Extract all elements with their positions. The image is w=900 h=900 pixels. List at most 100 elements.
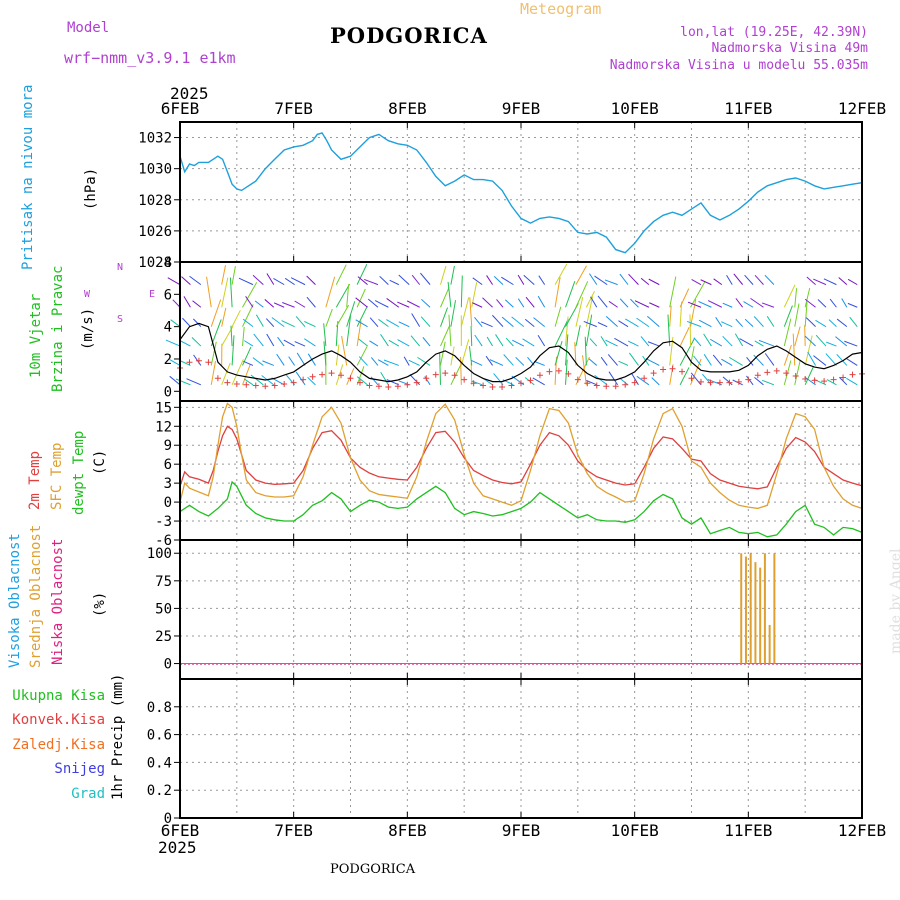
y-tick-label: 0 xyxy=(164,384,172,400)
wind-gust-marker xyxy=(849,371,856,378)
wind-barb xyxy=(600,336,608,347)
wind-barb xyxy=(440,265,447,285)
wind-barb xyxy=(191,337,202,347)
wind-barb xyxy=(734,333,744,347)
wind-barb xyxy=(231,359,244,386)
wind-barb xyxy=(242,304,254,327)
y-tick-label: 0 xyxy=(164,657,172,673)
wind-gust-marker xyxy=(641,375,648,382)
wind-gust-marker xyxy=(669,365,676,372)
wind-barb xyxy=(703,333,712,347)
wind-barb xyxy=(619,377,629,386)
wind-barb xyxy=(482,297,493,308)
wind-barb xyxy=(493,373,504,386)
wind-barb xyxy=(323,323,327,347)
y-tick-label: 75 xyxy=(155,574,172,590)
wind-barb xyxy=(733,273,744,285)
wind-barb xyxy=(715,317,723,327)
wind-barb xyxy=(817,299,827,308)
wind-gust-marker xyxy=(290,379,297,386)
wind-barb xyxy=(242,326,245,347)
wind-barb xyxy=(766,316,775,327)
wind-gust-marker xyxy=(404,381,411,388)
wind-barb xyxy=(594,374,608,386)
wind-barb xyxy=(168,358,181,366)
x-tick-label-bottom: 9FEB xyxy=(502,821,541,840)
model-elevation-label: Nadmorska Visina u modelu 55.035m xyxy=(609,58,868,73)
wind-barb xyxy=(712,354,723,366)
wind-barb xyxy=(480,321,493,328)
wind-gust-marker xyxy=(764,369,771,376)
wind-barb xyxy=(335,344,340,366)
wind-barb xyxy=(182,317,191,327)
wind-barb xyxy=(169,375,181,386)
wind-barb xyxy=(231,266,236,285)
wind-barb xyxy=(722,335,733,347)
wind-barb xyxy=(193,354,202,366)
wind-gust-marker xyxy=(773,367,780,374)
wind-barb xyxy=(835,336,848,347)
x-tick-label-bottom: 11FEB xyxy=(724,821,772,840)
x-tick-label-top: 10FEB xyxy=(611,99,659,118)
wind-barb xyxy=(565,281,576,308)
wind-barb xyxy=(512,339,525,347)
wind-barb xyxy=(341,335,348,366)
wind-gust-marker xyxy=(499,383,506,390)
wind-barb xyxy=(669,305,672,327)
y-tick-label: 2 xyxy=(164,352,172,368)
wind-barb xyxy=(172,299,181,308)
wind-barb xyxy=(585,290,596,308)
wind-barb xyxy=(726,275,733,285)
wind-barb xyxy=(597,295,608,308)
wind-barb xyxy=(746,375,754,386)
wind-barb xyxy=(356,320,362,347)
wind-barb xyxy=(575,265,587,285)
wind-barb xyxy=(794,361,801,385)
wind-barb xyxy=(761,302,775,308)
wind-gust-marker xyxy=(347,375,354,382)
y-tick-label: 0.6 xyxy=(147,728,172,744)
wind-barb xyxy=(364,278,379,286)
wind-barb xyxy=(335,283,351,308)
wind-barb xyxy=(192,318,202,327)
wind-barb xyxy=(304,320,316,328)
wind-barb xyxy=(383,359,399,366)
wind-barb xyxy=(729,356,743,366)
wind-barb xyxy=(804,366,815,386)
wind-barb xyxy=(554,306,562,327)
wind-barb xyxy=(829,298,837,308)
wind-barb xyxy=(679,288,690,308)
wind-barb xyxy=(501,316,514,328)
wind-gust-marker xyxy=(480,382,487,389)
y-tick-label: 50 xyxy=(155,601,172,617)
wind-barb xyxy=(230,325,233,347)
wind-barb xyxy=(525,296,535,308)
wind-barb xyxy=(554,263,568,285)
wind-barb xyxy=(589,338,598,347)
wind-barb xyxy=(698,319,712,328)
wind-barb xyxy=(243,360,254,366)
wind-barb xyxy=(242,318,254,328)
panel-frame xyxy=(179,121,863,263)
wind-barb xyxy=(619,298,629,308)
wind-barb xyxy=(823,278,837,286)
wind-barb xyxy=(505,337,514,347)
wind-barb xyxy=(575,296,584,327)
wind-barb xyxy=(495,334,504,347)
wind-barb xyxy=(537,295,546,308)
wind-gust-marker xyxy=(830,376,837,383)
wind-gust-marker xyxy=(679,368,686,375)
wind-barb xyxy=(636,375,650,386)
x-tick-label-top: 11FEB xyxy=(724,99,772,118)
wind-barb xyxy=(754,376,764,386)
wind-barb xyxy=(335,364,344,385)
wind-barb xyxy=(439,352,441,385)
wind-gust-marker xyxy=(527,377,534,384)
y-tick-label: 6 xyxy=(164,287,172,303)
wind-compass-e: E xyxy=(149,289,155,300)
wind-barb xyxy=(410,335,421,347)
wind-barb xyxy=(167,277,181,286)
wind-barb xyxy=(358,356,368,366)
wind-barb xyxy=(440,324,451,347)
